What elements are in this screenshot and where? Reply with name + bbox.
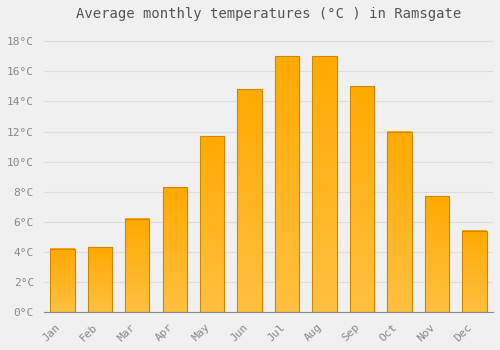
Bar: [275, 56, 299, 312]
Bar: [88, 247, 112, 312]
Bar: [200, 136, 224, 312]
Bar: [350, 86, 374, 312]
Bar: [388, 132, 411, 312]
Bar: [238, 89, 262, 312]
Bar: [162, 187, 187, 312]
Bar: [424, 196, 449, 312]
Bar: [462, 231, 486, 312]
Bar: [125, 219, 150, 312]
Bar: [50, 249, 74, 312]
Bar: [312, 56, 336, 312]
Title: Average monthly temperatures (°C ) in Ramsgate: Average monthly temperatures (°C ) in Ra…: [76, 7, 461, 21]
